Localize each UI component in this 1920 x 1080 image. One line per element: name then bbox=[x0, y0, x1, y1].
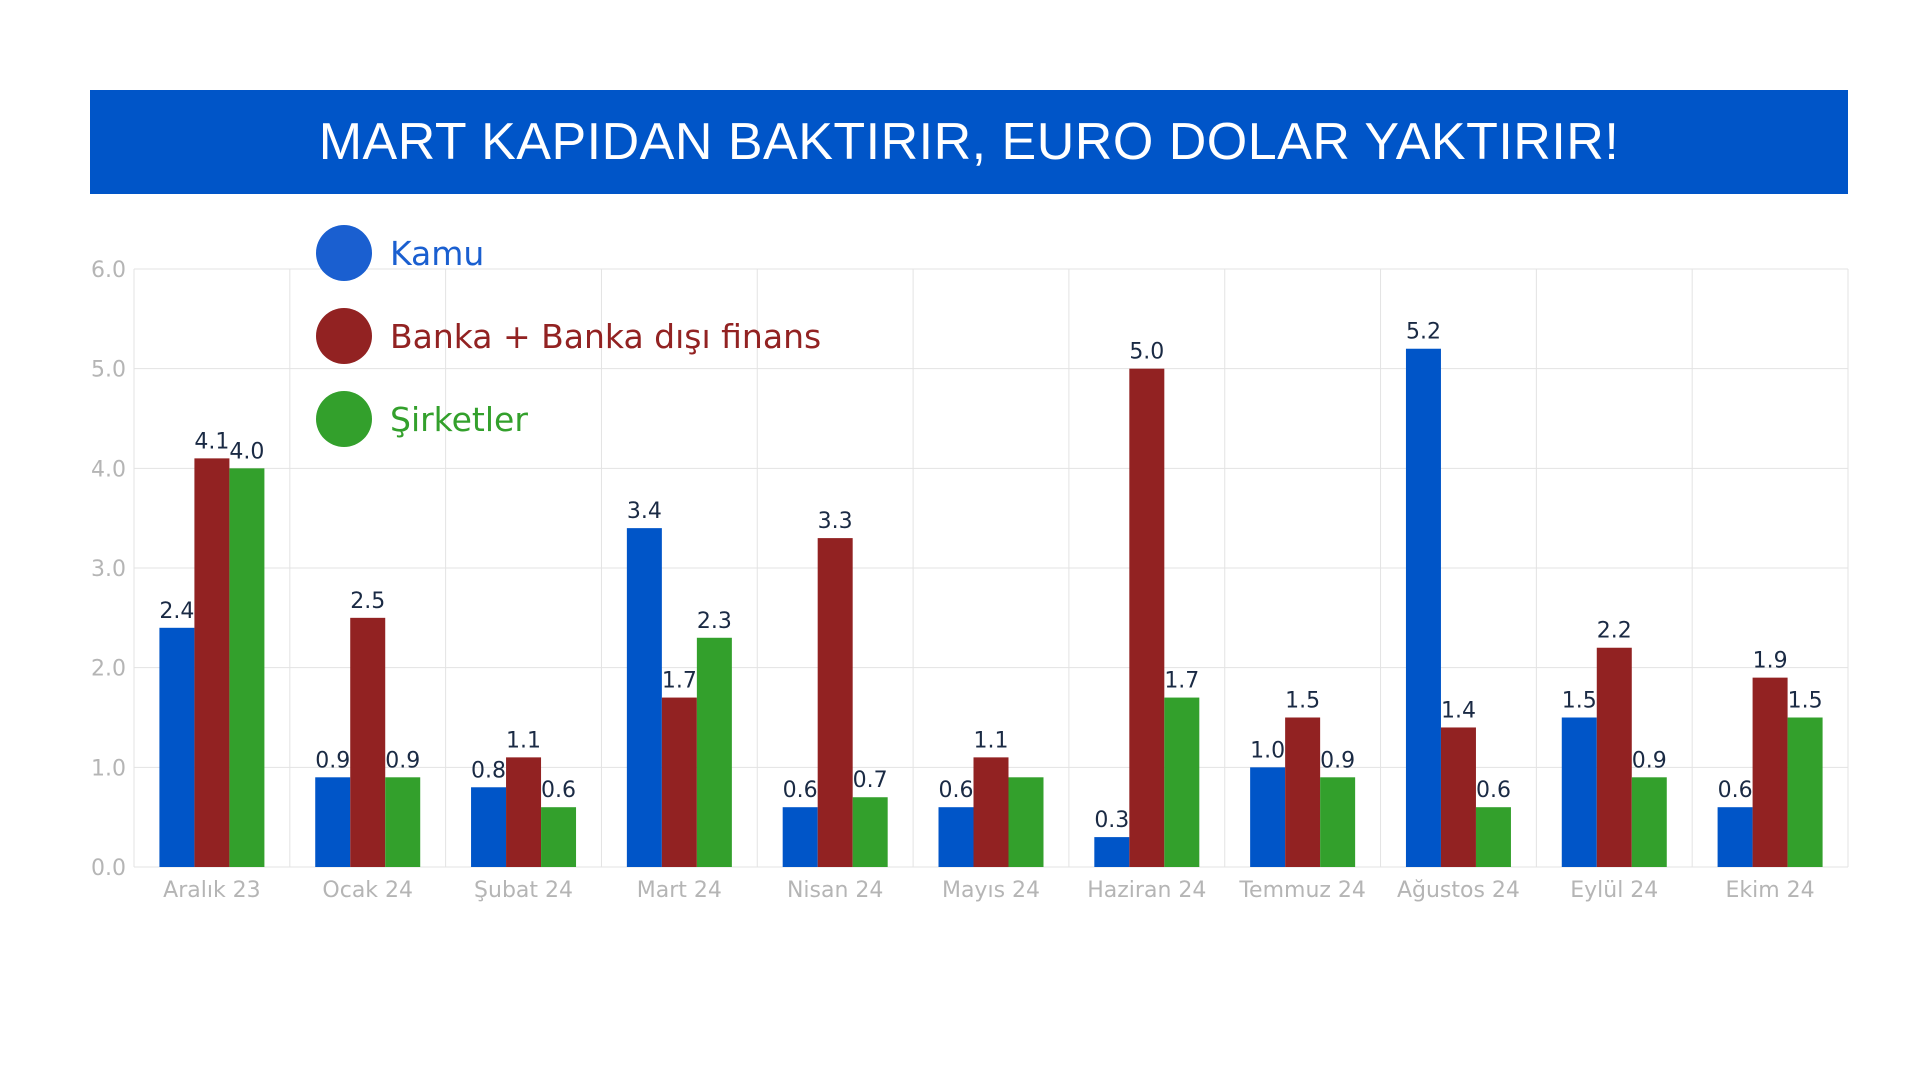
bar bbox=[1752, 677, 1788, 867]
bar bbox=[1250, 767, 1286, 867]
bar-value-label: 2.3 bbox=[697, 609, 732, 634]
bar bbox=[1596, 647, 1632, 867]
bar-value-label: 0.9 bbox=[1320, 748, 1355, 773]
x-tick-label: Nisan 24 bbox=[787, 878, 883, 903]
bar bbox=[1631, 777, 1667, 867]
bar-value-label: 4.0 bbox=[229, 439, 264, 464]
chart-title: MART KAPIDAN BAKTIRIR, EURO DOLAR YAKTIR… bbox=[318, 113, 1620, 171]
bar bbox=[1008, 777, 1044, 867]
y-tick-label: 0.0 bbox=[91, 856, 126, 881]
legend-label-banka: Banka + Banka dışı finans bbox=[390, 316, 822, 356]
chart-legend: Kamu Banka + Banka dışı finans Şirketler bbox=[316, 225, 821, 474]
bar-value-label: 3.4 bbox=[627, 499, 662, 524]
bar bbox=[1475, 807, 1511, 867]
bar-value-label: 0.7 bbox=[853, 768, 888, 793]
bar-value-label: 2.4 bbox=[159, 599, 194, 624]
bar-value-label: 2.5 bbox=[350, 589, 385, 614]
bar-value-label: 0.6 bbox=[1476, 778, 1511, 803]
y-tick-label: 3.0 bbox=[91, 557, 126, 582]
bar-value-label: 0.6 bbox=[541, 778, 576, 803]
bar bbox=[315, 777, 351, 867]
bar bbox=[350, 617, 386, 867]
bar bbox=[1440, 727, 1476, 867]
bar bbox=[696, 637, 732, 867]
bar-value-label: 1.5 bbox=[1562, 689, 1597, 714]
y-tick-label: 4.0 bbox=[91, 457, 126, 482]
bar-value-label: 1.5 bbox=[1285, 689, 1320, 714]
bar-value-label: 1.1 bbox=[974, 728, 1009, 753]
bar bbox=[1320, 777, 1356, 867]
legend-marker-sirketler bbox=[316, 391, 372, 447]
bar-value-label: 1.7 bbox=[1164, 669, 1199, 694]
bar-value-label: 1.5 bbox=[1788, 689, 1823, 714]
bar bbox=[1285, 717, 1321, 867]
bar bbox=[1561, 717, 1597, 867]
bar-value-label: 1.9 bbox=[1753, 649, 1788, 674]
bar bbox=[852, 797, 888, 867]
bar bbox=[1787, 717, 1823, 867]
bar-value-label: 0.8 bbox=[471, 758, 506, 783]
bar-value-label: 0.6 bbox=[783, 778, 818, 803]
bar bbox=[626, 528, 662, 867]
bar bbox=[1164, 697, 1200, 867]
bar bbox=[1717, 807, 1753, 867]
x-tick-label: Mayıs 24 bbox=[942, 878, 1040, 903]
bar-value-label: 5.2 bbox=[1406, 320, 1441, 345]
x-tick-label: Şubat 24 bbox=[474, 878, 573, 903]
bar-value-label: 0.9 bbox=[385, 748, 420, 773]
bar-value-label: 0.6 bbox=[939, 778, 974, 803]
legend-item-sirketler: Şirketler bbox=[316, 391, 821, 447]
bar bbox=[661, 697, 697, 867]
legend-marker-banka bbox=[316, 308, 372, 364]
bar-value-label: 0.6 bbox=[1718, 778, 1753, 803]
bar-value-label: 0.3 bbox=[1094, 808, 1129, 833]
bar-value-label: 0.9 bbox=[315, 748, 350, 773]
bar-value-label: 1.1 bbox=[506, 728, 541, 753]
legend-marker-kamu bbox=[316, 225, 372, 281]
x-tick-label: Ocak 24 bbox=[322, 878, 413, 903]
x-tick-label: Ağustos 24 bbox=[1397, 878, 1520, 903]
bar-value-label: 4.1 bbox=[194, 429, 229, 454]
y-tick-label: 6.0 bbox=[91, 258, 126, 283]
legend-label-sirketler: Şirketler bbox=[390, 399, 528, 439]
bar bbox=[506, 757, 542, 867]
bar bbox=[817, 538, 853, 867]
legend-label-kamu: Kamu bbox=[390, 233, 485, 273]
bar bbox=[194, 458, 230, 867]
x-tick-label: Ekim 24 bbox=[1726, 878, 1815, 903]
bar bbox=[938, 807, 974, 867]
bar bbox=[471, 787, 507, 867]
y-tick-label: 2.0 bbox=[91, 657, 126, 682]
bar bbox=[1405, 348, 1441, 867]
bar bbox=[385, 777, 421, 867]
bar-value-label: 5.0 bbox=[1129, 340, 1164, 365]
y-tick-label: 1.0 bbox=[91, 756, 126, 781]
title-banner: MART KAPIDAN BAKTIRIR, EURO DOLAR YAKTIR… bbox=[90, 90, 1848, 194]
x-tick-label: Haziran 24 bbox=[1087, 878, 1206, 903]
bar-value-label: 1.7 bbox=[662, 669, 697, 694]
bar-value-label: 0.9 bbox=[1632, 748, 1667, 773]
bar bbox=[973, 757, 1009, 867]
bar-value-label: 2.2 bbox=[1597, 619, 1632, 644]
bar-value-label: 3.3 bbox=[818, 509, 853, 534]
legend-item-kamu: Kamu bbox=[316, 225, 821, 281]
bar bbox=[1094, 837, 1130, 867]
x-tick-label: Mart 24 bbox=[637, 878, 722, 903]
x-tick-label: Eylül 24 bbox=[1570, 878, 1658, 903]
bar bbox=[159, 627, 195, 867]
bar-value-label: 1.0 bbox=[1250, 738, 1285, 763]
bar-value-label: 1.4 bbox=[1441, 698, 1476, 723]
bar bbox=[1129, 368, 1165, 867]
bar bbox=[229, 468, 265, 867]
bar bbox=[782, 807, 818, 867]
x-tick-label: Temmuz 24 bbox=[1238, 878, 1366, 903]
y-tick-label: 5.0 bbox=[91, 358, 126, 383]
x-tick-label: Aralık 23 bbox=[163, 878, 261, 903]
legend-item-banka: Banka + Banka dışı finans bbox=[316, 308, 821, 364]
bar bbox=[541, 807, 577, 867]
